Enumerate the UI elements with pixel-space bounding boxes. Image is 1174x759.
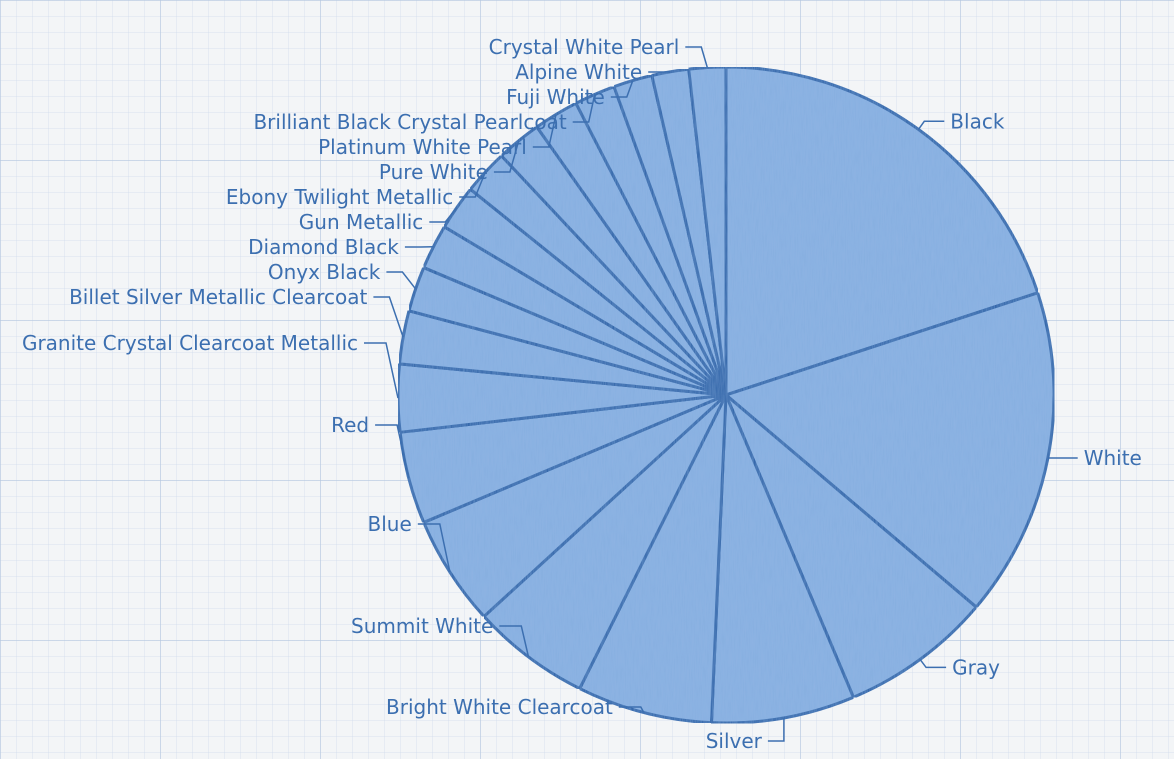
leader-line-blue [417, 523, 451, 573]
slice-label-ebony-twilight-metallic: Ebony Twilight Metallic [226, 185, 453, 209]
slice-labels: Black White Gray Silver Bright White Clearco… [22, 35, 1142, 753]
leader-line-fuji-white [610, 80, 634, 98]
leader-line-pure-white [493, 140, 520, 173]
leader-line-gun-metallic [429, 207, 458, 223]
leader-line-granite-crystal-clearcoat-metallic [364, 342, 399, 399]
pie-slices [396, 65, 1056, 725]
slice-label-black: Black [950, 109, 1005, 133]
leader-line-onyx-black [386, 271, 417, 290]
slice-label-red: Red [331, 413, 369, 437]
pie-slice-black [724, 65, 1040, 397]
slice-label-brilliant-black-crystal-pearlcoat: Brilliant Black Crystal Pearlcoat [253, 110, 566, 134]
leader-line-gray [919, 658, 947, 669]
slice-label-gray: Gray [952, 655, 1000, 679]
slice-label-pure-white: Pure White [379, 160, 488, 184]
slice-label-platinum-white-pearl: Platinum White Pearl [318, 135, 527, 159]
slice-label-fuji-white: Fuji White [506, 85, 605, 109]
slice-label-billet-silver-metallic-clearcoat: Billet Silver Metallic Clearcoat [69, 285, 367, 309]
leader-line-black [917, 120, 945, 130]
leader-line-summit-white [499, 625, 530, 658]
slice-label-bright-white-clearcoat: Bright White Clearcoat [386, 695, 613, 719]
leader-line-bright-white-clearcoat [618, 706, 645, 713]
slice-label-summit-white: Summit White [351, 614, 493, 638]
slice-label-blue: Blue [368, 512, 412, 536]
slice-label-granite-crystal-clearcoat-metallic: Granite Crystal Clearcoat Metallic [22, 331, 358, 355]
pie-slice-white [724, 291, 1056, 609]
slice-label-onyx-black: Onyx Black [268, 260, 381, 284]
pie-slice-bright-white-clearcoat [578, 393, 728, 725]
leader-line-brilliant-black-crystal-pearlcoat [572, 94, 596, 123]
pie-slice-silver [709, 393, 855, 725]
slice-label-gun-metallic: Gun Metallic [299, 210, 424, 234]
slice-label-crystal-white-pearl: Crystal White Pearl [489, 35, 680, 59]
label-leaders [364, 46, 1078, 742]
leader-line-platinum-white-pearl [532, 114, 557, 148]
leader-line-crystal-white-pearl [685, 46, 709, 68]
slice-label-alpine-white: Alpine White [515, 60, 642, 84]
leader-line-billet-silver-metallic-clearcoat [373, 296, 404, 338]
pie-slice-crystal-white-pearl [687, 65, 728, 397]
slice-label-diamond-black: Diamond Black [248, 235, 399, 259]
slice-label-silver: Silver [706, 729, 763, 753]
leader-line-ebony-twilight-metallic [459, 171, 487, 198]
leader-line-silver [767, 717, 785, 742]
pie-slice-gray [724, 393, 978, 699]
leader-line-red [375, 424, 410, 479]
slice-label-white: White [1084, 446, 1142, 470]
